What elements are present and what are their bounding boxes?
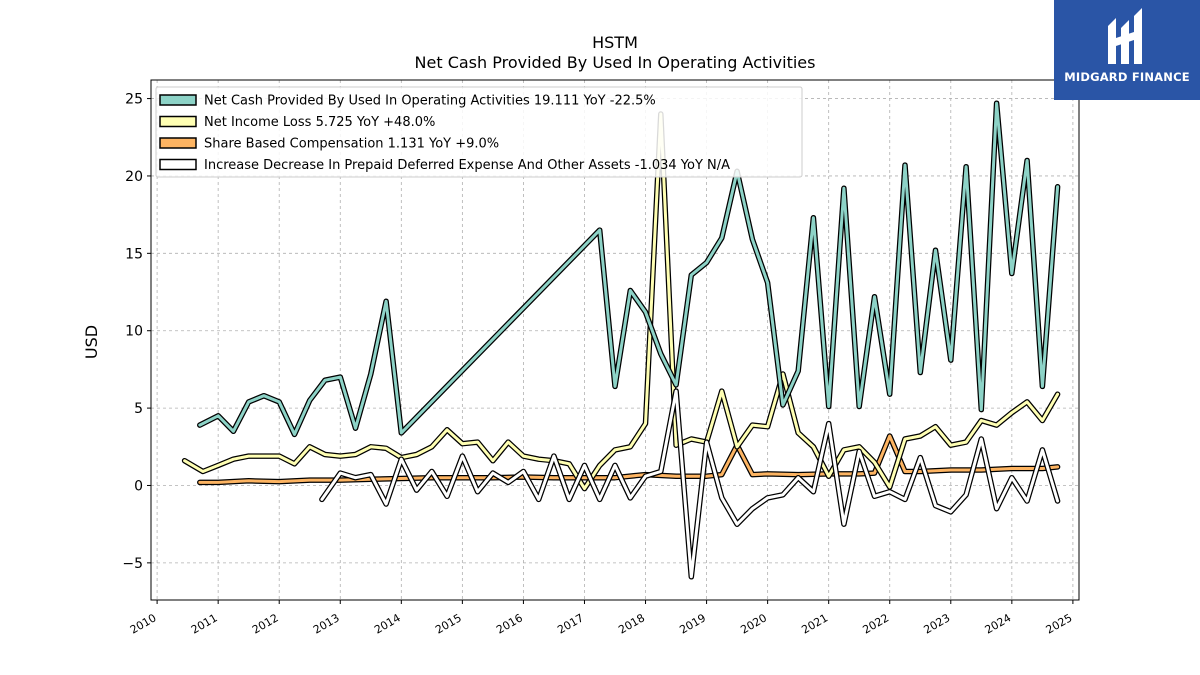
plot-frame: [150, 79, 1080, 601]
y-tick-label: 10: [125, 324, 143, 340]
legend-label: Net Income Loss 5.725 YoY +48.0%: [204, 115, 435, 130]
x-tick-label: 2017: [555, 611, 586, 636]
y-tick-label: 0: [134, 478, 143, 494]
x-tick-label: 2021: [799, 611, 830, 636]
x-axis: 2010 2011 2012 2013 2014 2015 2016 2017 2018 2019…: [128, 600, 1075, 637]
y-tick-label: 25: [125, 92, 143, 108]
legend-label: Share Based Compensation 1.131 YoY +9.0%: [204, 137, 499, 152]
legend: Net Cash Provided By Used In Operating A…: [155, 86, 803, 178]
x-tick-label: 2016: [494, 611, 525, 636]
brand-name: MIDGARD FINANCE: [1064, 70, 1190, 84]
legend-label: Increase Decrease In Prepaid Deferred Ex…: [204, 158, 730, 173]
x-tick-label: 2023: [922, 611, 953, 636]
x-tick-label: 2025: [1044, 611, 1075, 636]
brand-logo-icon: [1108, 8, 1142, 64]
brand-logo: MIDGARD FINANCE: [1054, 0, 1200, 100]
chart-title: HSTM: [592, 33, 638, 52]
x-tick-label: 2022: [860, 611, 891, 636]
legend-swatch: [159, 158, 197, 171]
x-tick-label: 2018: [616, 611, 647, 636]
x-tick-label: 2020: [738, 611, 769, 636]
x-tick-label: 2019: [677, 611, 708, 636]
series-line: [320, 389, 1060, 579]
x-tick-label: 2015: [433, 611, 464, 636]
x-tick-label: 2013: [311, 611, 342, 636]
x-tick-label: 2012: [250, 611, 281, 636]
chart-subtitle: Net Cash Provided By Used In Operating A…: [415, 53, 816, 72]
legend-swatch: [159, 137, 197, 149]
x-tick-label: 2010: [128, 611, 159, 636]
series-layer: [181, 100, 1061, 580]
x-tick-label: 2011: [189, 611, 220, 636]
series-line: [183, 112, 1060, 491]
legend-box: [155, 86, 803, 178]
legend-swatch: [159, 94, 197, 106]
x-tick-label: 2024: [983, 611, 1014, 636]
y-axis: −5 0 5 10 15 20 25: [122, 92, 151, 572]
y-tick-label: 15: [125, 246, 143, 262]
y-axis-label: USD: [82, 325, 101, 359]
legend-swatch: [159, 115, 197, 128]
y-tick-label: −5: [122, 556, 143, 572]
y-tick-label: 20: [125, 169, 143, 185]
x-tick-label: 2014: [372, 611, 403, 636]
series-line: [198, 434, 1060, 484]
legend-label: Net Cash Provided By Used In Operating A…: [204, 94, 656, 109]
y-tick-label: 5: [134, 401, 143, 417]
series-line: [198, 101, 1060, 436]
